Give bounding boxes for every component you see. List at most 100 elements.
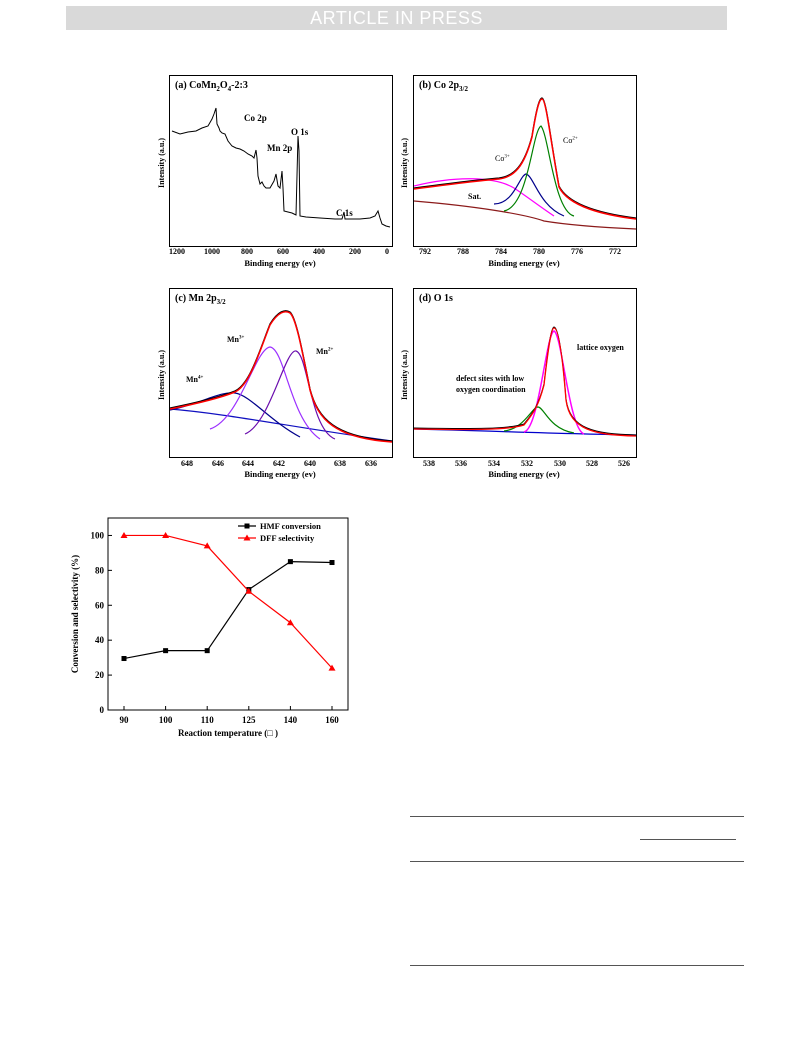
- legend-label: HMF conversion: [260, 521, 321, 531]
- mn3-label: Mn3+: [227, 335, 244, 344]
- mn4-peak: [170, 392, 301, 438]
- conversion-selectivity-chart: 0 20 40 60 80 100 90 100 110 125 140 160 HMF convers…: [66, 508, 366, 748]
- tick: 538: [423, 459, 435, 468]
- defect-peak: [503, 406, 575, 434]
- co3-peak: [493, 173, 565, 217]
- data-point: [286, 619, 294, 626]
- tick: 648: [181, 459, 193, 468]
- mn2p-panel: (c) Mn 2p3/2 Mn4+ Mn3+ Mn2+: [169, 288, 393, 458]
- tick: 0: [385, 247, 389, 256]
- fit-envelope: [414, 98, 636, 220]
- tick: 792: [419, 247, 431, 256]
- tick: 536: [455, 459, 467, 468]
- mn2-sup: 2+: [328, 347, 334, 353]
- mn2-text: Mn: [316, 347, 328, 356]
- y-tick-label: 0: [100, 705, 105, 715]
- tick: 200: [349, 247, 361, 256]
- y-tick-label: 80: [95, 565, 105, 575]
- table-group-rule: [640, 839, 736, 840]
- co2-peak: [503, 125, 575, 217]
- x-tick-label: 110: [201, 715, 215, 725]
- y-tick-label: 20: [95, 670, 105, 680]
- panel-d-xlabel: Binding energy (ev): [488, 469, 560, 479]
- panel-b-title-prefix: (b) Co 2p: [419, 80, 460, 91]
- mn3-text: Mn: [227, 335, 239, 344]
- panel-a-ylabel: Intensity (a.u.): [157, 137, 166, 188]
- legend-label: DFF selectivity: [260, 533, 315, 543]
- tick: 800: [241, 247, 253, 256]
- data-point: [329, 560, 335, 566]
- x-tick-label: 160: [325, 715, 339, 725]
- tick: 530: [554, 459, 566, 468]
- x-tick-label: 90: [120, 715, 130, 725]
- tick: 400: [313, 247, 325, 256]
- mn3-peak: [209, 346, 321, 440]
- tick: 636: [365, 459, 377, 468]
- panel-a-xlabel: Binding energy (ev): [244, 258, 316, 268]
- tick: 788: [457, 247, 469, 256]
- panel-d-title: (d) O 1s: [419, 293, 453, 304]
- panel-c-ylabel: Intensity (a.u.): [157, 349, 166, 400]
- x-axis-label: Reaction temperature (□ ): [178, 728, 278, 738]
- c1s-label: C 1s: [336, 208, 353, 218]
- tick: 780: [533, 247, 545, 256]
- tick: 1200: [169, 247, 185, 256]
- data-point: [204, 648, 210, 654]
- tick: 644: [242, 459, 254, 468]
- y-tick-label: 60: [95, 600, 105, 610]
- data-point: [120, 531, 128, 538]
- panel-a-sub1: 2: [216, 85, 220, 93]
- tick: 532: [521, 459, 533, 468]
- panel-c-spectrum: [170, 310, 392, 443]
- co3-sup: 3+: [504, 154, 510, 160]
- y-tick-label: 100: [91, 530, 105, 540]
- tick: 528: [586, 459, 598, 468]
- article-in-press-banner: ARTICLE IN PRESS: [66, 6, 727, 30]
- tick: 776: [571, 247, 583, 256]
- panel-a-spectrum: [171, 107, 391, 228]
- mn3-sup: 3+: [239, 335, 245, 341]
- series-line-0: [123, 561, 333, 660]
- defect-label-line1: defect sites with low: [456, 374, 525, 383]
- satellite-peak: [414, 178, 555, 217]
- x-tick-label: 125: [242, 715, 256, 725]
- panel-d-spectrum: [414, 326, 636, 437]
- defect-label-line2: oxygen coordination: [456, 385, 526, 394]
- panel-c-title-prefix: (c) Mn 2p: [175, 293, 217, 304]
- data-point: [287, 559, 293, 565]
- sat-label: Sat.: [468, 192, 482, 201]
- tick: 646: [212, 459, 224, 468]
- co2-text: Co: [563, 136, 573, 145]
- mn2p-label: Mn 2p: [267, 143, 293, 153]
- legend-marker: [243, 534, 251, 541]
- mn2-peak: [244, 350, 336, 440]
- background-line: [414, 200, 636, 230]
- tick: 772: [609, 247, 621, 256]
- table-bottom-rule: [410, 965, 744, 966]
- tick: 784: [495, 247, 507, 256]
- data-point: [328, 664, 336, 671]
- panel-b-xlabel: Binding energy (ev): [488, 258, 560, 268]
- tick: 642: [273, 459, 285, 468]
- xps-survey-panel: (a) CoMn2O4-2:3 Co 2p O 1s Mn 2p C 1s: [169, 75, 393, 247]
- fit-envelope: [414, 327, 636, 437]
- data-point: [245, 587, 253, 594]
- o1s-panel: (d) O 1s lattice oxygen defect sites wit…: [413, 288, 637, 458]
- data-point: [163, 648, 169, 654]
- panel-b-spectrum: [414, 97, 636, 230]
- legend-marker: [244, 523, 250, 529]
- mn4-text: Mn: [186, 375, 198, 384]
- co2p-label: Co 2p: [244, 113, 267, 123]
- data-point: [162, 531, 170, 538]
- panel-a-title-prefix: (a) CoMn: [175, 80, 217, 91]
- plot-frame: [107, 517, 349, 711]
- co3-text: Co: [495, 154, 505, 163]
- x-tick-label: 140: [284, 715, 298, 725]
- series-line-1: [124, 534, 333, 669]
- panel-b-title: (b) Co 2p3/2: [419, 80, 468, 93]
- line-chart-svg: 0 20 40 60 80 100 90 100 110 125 140 160 HMF convers…: [70, 517, 349, 738]
- survey-spectrum-line: [171, 107, 391, 228]
- panel-d-ylabel: Intensity (a.u.): [400, 349, 409, 400]
- co2-label: Co2+: [563, 136, 578, 145]
- lattice-label: lattice oxygen: [577, 343, 624, 352]
